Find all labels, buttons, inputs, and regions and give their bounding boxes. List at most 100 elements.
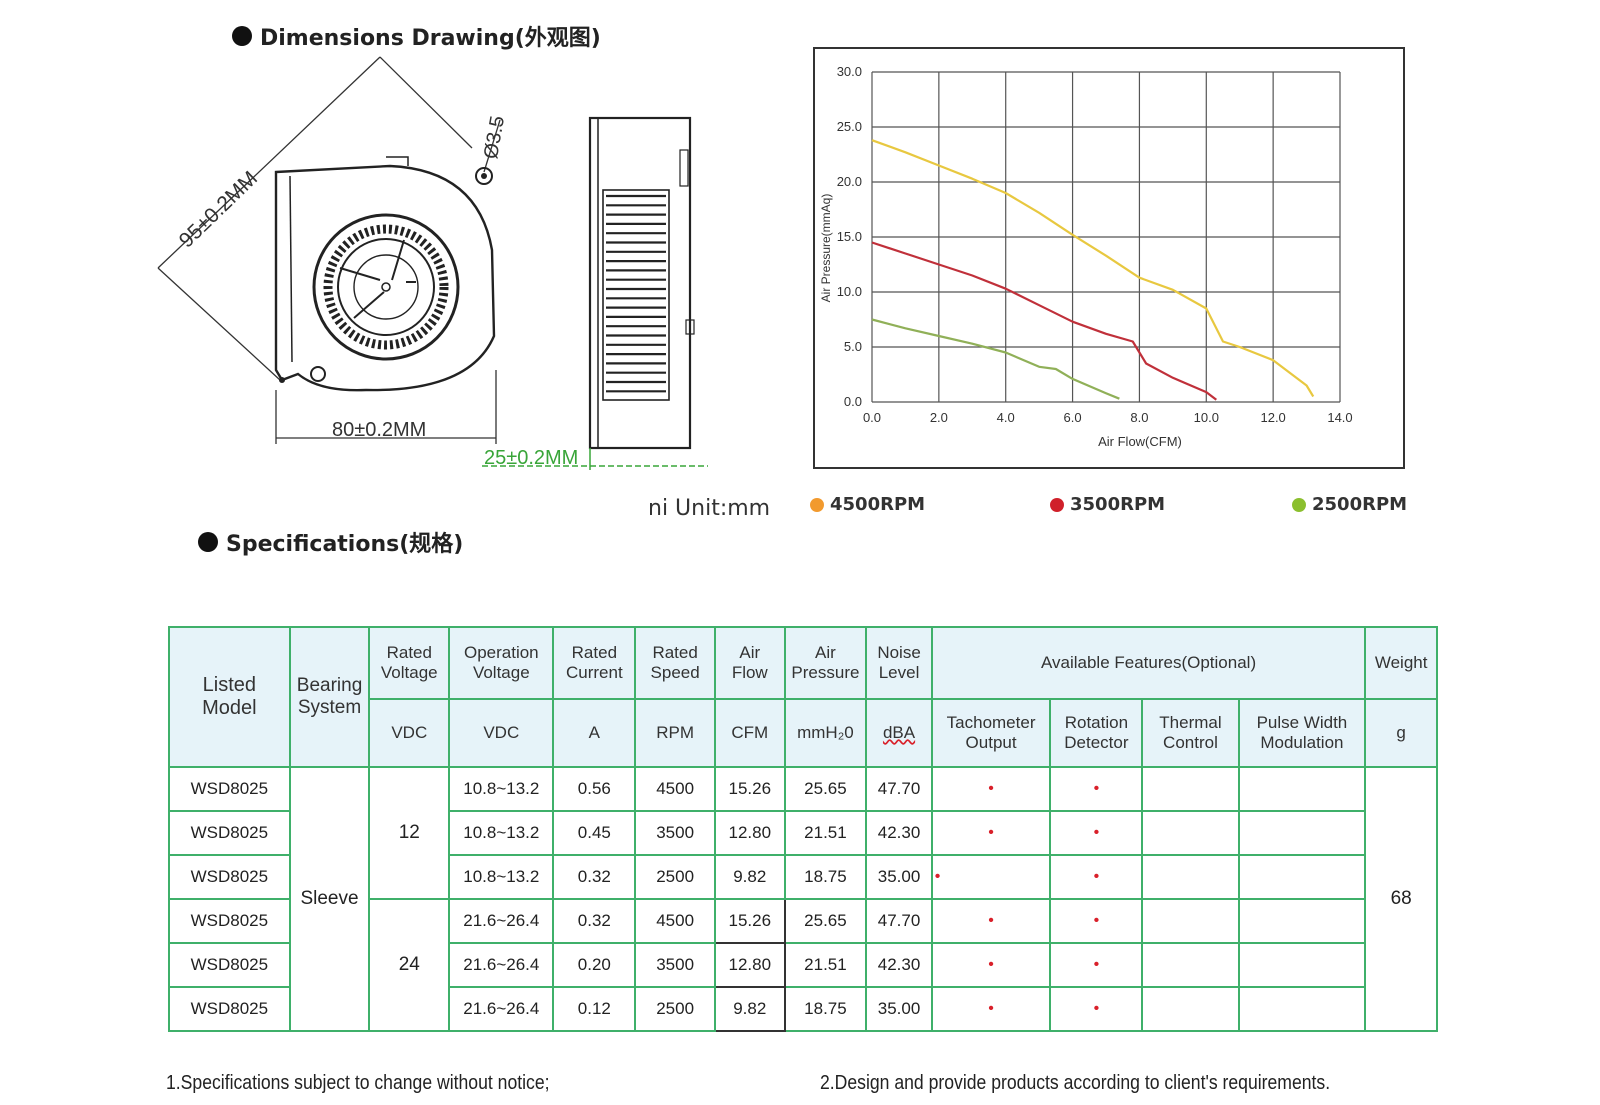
table-row: WSD8025 10.8~13.2 0.32 2500 9.82 18.75 3… <box>168 854 1437 900</box>
header-bearing-system: Bearing System <box>288 626 371 768</box>
cell-pwm <box>1237 854 1367 900</box>
legend-item-2500: 2500RPM <box>1292 494 1407 515</box>
cell-pwm <box>1237 810 1367 856</box>
header-weight: Weight <box>1364 626 1438 700</box>
cell-thermal <box>1141 986 1240 1032</box>
x-tick-label: 2.0 <box>930 410 948 425</box>
table-row: WSD8025 21.6~26.4 0.20 3500 12.80 21.51 … <box>168 942 1437 988</box>
cell-model: WSD8025 <box>168 942 291 988</box>
cell-pressure: 18.75 <box>783 854 868 900</box>
unit-rated-current: A <box>552 698 637 768</box>
cell-model: WSD8025 <box>168 898 291 944</box>
header-operation-voltage: Operation Voltage <box>448 626 555 700</box>
cell-noise: 47.70 <box>865 898 933 944</box>
cell-thermal <box>1141 810 1240 856</box>
specifications-table: Listed Model Bearing System Rated Voltag… <box>168 626 1438 1032</box>
y-tick-label: 5.0 <box>844 339 862 354</box>
cell-flow: 12.80 <box>714 942 786 988</box>
cell-current: 0.45 <box>552 810 637 856</box>
unit-operation-voltage: VDC <box>448 698 555 768</box>
cell-op-voltage: 21.6~26.4 <box>448 898 555 944</box>
specifications-title: Specifications(规格) <box>198 526 463 558</box>
cell-noise: 35.00 <box>865 854 933 900</box>
header-listed-model: Listed Model <box>168 626 291 768</box>
table-row: WSD8025 10.8~13.2 0.45 3500 12.80 21.51 … <box>168 810 1437 856</box>
cell-flow: 9.82 <box>714 854 786 900</box>
cell-rotation: • <box>1049 854 1144 900</box>
footnote-left: 1.Specifications subject to change witho… <box>166 1072 550 1094</box>
y-tick-label: 15.0 <box>837 229 862 244</box>
legend-dot-icon <box>810 497 824 512</box>
header-air-pressure: Air Pressure <box>783 626 868 700</box>
cell-speed: 3500 <box>634 942 716 988</box>
cell-speed: 4500 <box>634 898 716 944</box>
cell-thermal <box>1141 898 1240 944</box>
feature-tachometer-output: Tachometer Output <box>930 698 1052 768</box>
cell-current: 0.20 <box>552 942 637 988</box>
cell-pwm <box>1237 942 1367 988</box>
cell-current: 0.32 <box>552 854 637 900</box>
cell-weight: 68 <box>1364 766 1438 1032</box>
cell-bearing: Sleeve <box>288 766 371 1032</box>
x-tick-label: 14.0 <box>1327 410 1352 425</box>
unit-noise-level: dBA <box>865 698 933 768</box>
cell-speed: 3500 <box>634 810 716 856</box>
fan-front-view <box>274 156 496 392</box>
cell-rotation: • <box>1049 942 1144 988</box>
thickness-dimension-label: 25±0.2MM <box>484 447 578 469</box>
y-tick-label: 20.0 <box>837 174 862 189</box>
series-line-2500rpm <box>871 318 1120 400</box>
header-rated-current: Rated Current <box>552 626 637 700</box>
cell-noise: 35.00 <box>865 986 933 1032</box>
cell-op-voltage: 21.6~26.4 <box>448 942 555 988</box>
feature-thermal-control: Thermal Control <box>1141 698 1240 768</box>
y-tick-label: 25.0 <box>837 119 862 134</box>
cell-rotation: • <box>1049 898 1144 944</box>
table-row: WSD8025 21.6~26.4 0.12 2500 9.82 18.75 3… <box>168 986 1437 1032</box>
cell-op-voltage: 10.8~13.2 <box>448 854 555 900</box>
cell-noise: 47.70 <box>865 766 933 812</box>
cell-pressure: 25.65 <box>783 766 868 812</box>
bullet-icon <box>198 532 218 552</box>
series-line-3500rpm <box>871 241 1217 401</box>
cell-model: WSD8025 <box>168 810 291 856</box>
cell-op-voltage: 21.6~26.4 <box>448 986 555 1032</box>
performance-chart: 0.0 2.0 4.0 6.0 8.0 10.0 12.0 14.0 0.0 5.0 10.0 15… <box>813 47 1405 469</box>
table-row: WSD8025 Sleeve 12 10.8~13.2 0.56 4500 15… <box>168 766 1438 1032</box>
cell-tachometer: • <box>930 942 1052 988</box>
y-tick-label: 30.0 <box>837 64 862 79</box>
cell-current: 0.32 <box>552 898 637 944</box>
fan-side-view <box>588 116 695 450</box>
cell-rotation: • <box>1049 766 1144 812</box>
x-tick-label: 0.0 <box>863 410 881 425</box>
cell-noise: 42.30 <box>865 942 933 988</box>
cell-rated-voltage-24: 24 <box>368 898 451 1032</box>
cell-pressure: 18.75 <box>783 986 868 1032</box>
feature-rotation-detector: Rotation Detector <box>1049 698 1144 768</box>
legend-item-4500: 4500RPM <box>810 494 925 515</box>
dimensions-title: Dimensions Drawing(外观图) <box>232 20 601 52</box>
unit-rated-voltage: VDC <box>368 698 451 768</box>
x-tick-label: 6.0 <box>1064 410 1082 425</box>
diagonal-dimension-label: 95±0.2MM <box>175 167 262 252</box>
cell-current: 0.12 <box>552 986 637 1032</box>
header-air-flow: Air Flow <box>714 626 786 700</box>
cell-pwm <box>1237 766 1367 812</box>
dimensions-drawing: 95±0.2MM Ø3.5 80±0.2MM 25±0.2MM <box>157 56 708 470</box>
unit-weight: g <box>1364 698 1438 768</box>
cell-thermal <box>1141 854 1240 900</box>
header-rated-speed: Rated Speed <box>634 626 716 700</box>
x-tick-label: 12.0 <box>1260 410 1285 425</box>
cell-op-voltage: 10.8~13.2 <box>448 766 555 812</box>
cell-model: WSD8025 <box>168 854 291 900</box>
cell-thermal <box>1141 766 1240 812</box>
cell-model: WSD8025 <box>168 986 291 1032</box>
table-row: WSD8025 24 21.6~26.4 0.32 4500 15.26 25.… <box>168 898 1437 1032</box>
cell-flow: 15.26 <box>714 898 786 944</box>
unit-label: ni Unit:mm <box>648 496 771 521</box>
cell-model: WSD8025 <box>168 766 291 812</box>
cell-speed: 4500 <box>634 766 716 812</box>
cell-tachometer: • <box>930 898 1052 944</box>
y-tick-label: 0.0 <box>844 394 862 409</box>
cell-rotation: • <box>1049 986 1144 1032</box>
